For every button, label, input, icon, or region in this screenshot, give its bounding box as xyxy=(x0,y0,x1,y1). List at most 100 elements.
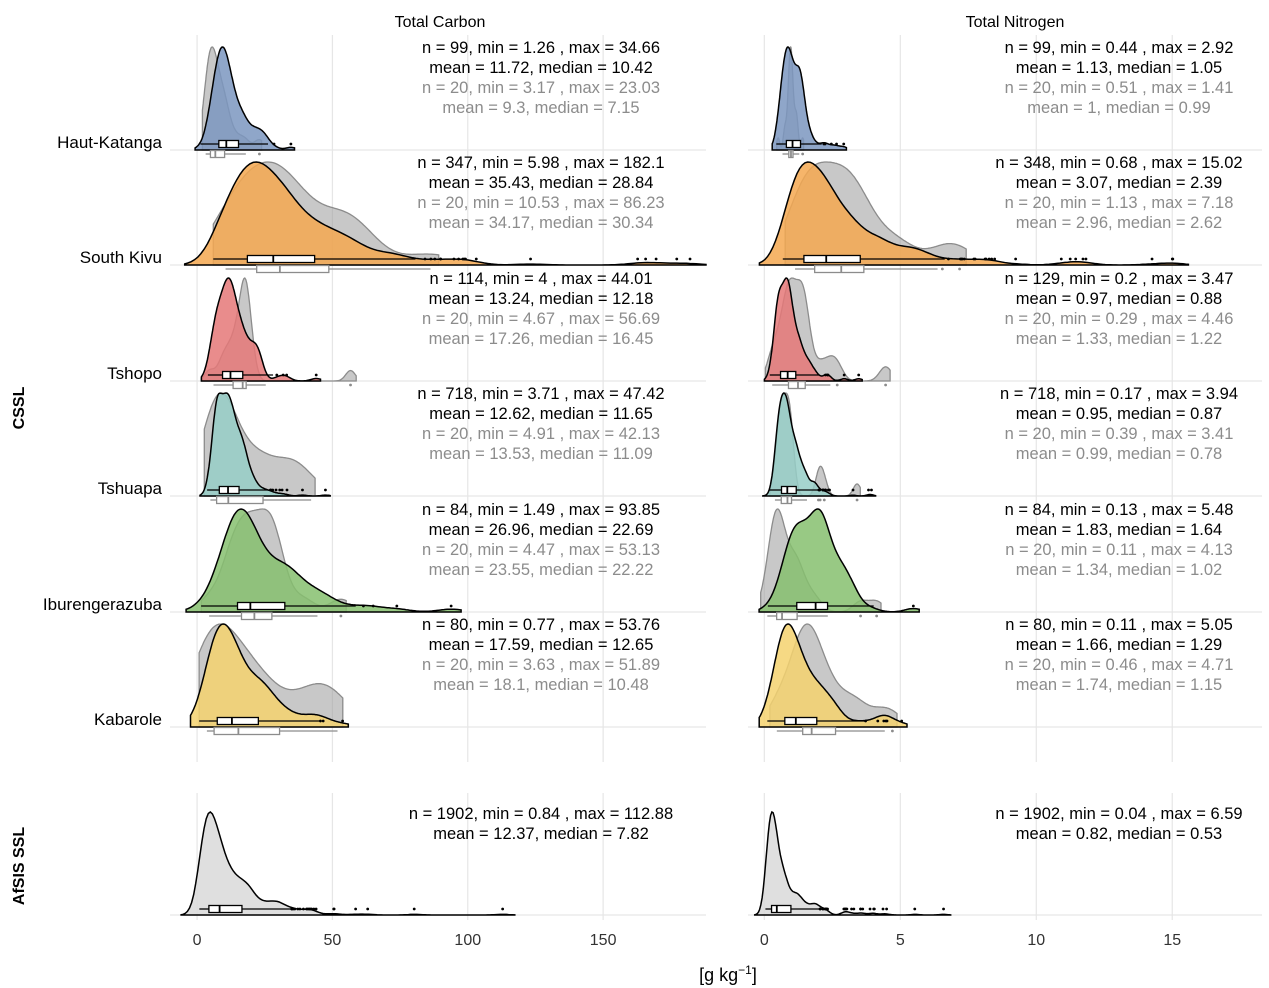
outlier-full-tshopo-nitrogen-3 xyxy=(842,373,846,377)
strip-label-cssl: CSSL xyxy=(11,386,28,429)
stats-subset-kabarole-carbon-1: mean = 18.1, median = 10.48 xyxy=(433,676,649,694)
outlier-full-afsis-carbon-17 xyxy=(354,907,358,911)
stats-full-tshopo-carbon-0: n = 114, min = 4 , max = 44.01 xyxy=(429,270,652,288)
outlier-full-south-kivu-carbon-16 xyxy=(688,257,692,261)
outlier-full-south-kivu-carbon-10 xyxy=(474,257,478,261)
stats-full-iburengerazuba-nitrogen-0: n = 84, min = 0.13 , max = 5.48 xyxy=(1005,501,1234,519)
outlier-full-afsis-nitrogen-25 xyxy=(913,907,917,911)
density-full-iburengerazuba-carbon xyxy=(185,508,462,613)
box-subset-tshopo-nitrogen xyxy=(787,380,806,390)
stats-subset-tshuapa-nitrogen-1: mean = 0.99, median = 0.78 xyxy=(1016,445,1222,463)
density-full-afsis-nitrogen xyxy=(753,810,952,916)
stats-full-kabarole-nitrogen-0: n = 80, min = 0.11 , max = 5.05 xyxy=(1005,616,1233,634)
outlier-subset-iburengerazuba-carbon-0 xyxy=(339,614,343,618)
density-full-tshuapa-carbon xyxy=(199,392,331,497)
stats-subset-tshuapa-carbon-1: mean = 13.53, median = 11.09 xyxy=(429,445,653,463)
stats-full-tshopo-nitrogen-1: mean = 0.97, median = 0.88 xyxy=(1016,290,1222,308)
outlier-full-tshopo-carbon-3 xyxy=(314,373,318,377)
outlier-full-kabarole-nitrogen-0 xyxy=(864,719,867,723)
density-full-tshopo-nitrogen xyxy=(763,277,863,382)
density-full-iburengerazuba-nitrogen xyxy=(758,508,920,613)
x-tick-label-0-1: 50 xyxy=(324,932,342,949)
outlier-full-afsis-nitrogen-14 xyxy=(845,907,849,911)
box-full-afsis-nitrogen xyxy=(770,904,792,914)
box-full-kabarole-nitrogen xyxy=(784,716,818,726)
stats-subset-haut-katanga-nitrogen-1: mean = 1, median = 0.99 xyxy=(1027,99,1210,117)
stats-subset-tshopo-nitrogen-1: mean = 1.33, median = 1.22 xyxy=(1016,330,1222,348)
stats-subset-haut-katanga-carbon-0: n = 20, min = 3.17 , max = 23.03 xyxy=(422,79,660,97)
outlier-full-south-kivu-carbon-5 xyxy=(452,257,456,261)
region-label-tshopo: Tshopo xyxy=(107,364,162,383)
outlier-full-haut-katanga-nitrogen-4 xyxy=(842,142,846,146)
stats-full-afsis-carbon-1: mean = 12.37, median = 7.82 xyxy=(433,825,649,843)
box-full-afsis-carbon xyxy=(208,904,243,914)
outlier-full-south-kivu-nitrogen-16 xyxy=(1081,257,1085,261)
outlier-full-iburengerazuba-carbon-3 xyxy=(449,604,453,608)
outlier-full-afsis-carbon-18 xyxy=(366,907,370,911)
box-full-tshuapa-carbon xyxy=(218,485,240,495)
outlier-full-iburengerazuba-carbon-2 xyxy=(395,604,399,608)
label-layer: Total Carbon Total Nitrogen CSSL AfSIS S… xyxy=(11,14,1064,985)
strip-label-afsis: AfSIS SSL xyxy=(11,827,28,905)
outlier-subset-tshopo-carbon-0 xyxy=(349,383,352,387)
stats-full-south-kivu-nitrogen-1: mean = 3.07, median = 2.39 xyxy=(1016,174,1222,192)
box-full-iburengerazuba-nitrogen xyxy=(796,601,829,611)
outlier-full-south-kivu-nitrogen-17 xyxy=(1084,257,1088,261)
outlier-full-south-kivu-nitrogen-4 xyxy=(962,257,966,261)
outlier-full-south-kivu-nitrogen-20 xyxy=(1171,257,1175,261)
stats-full-afsis-nitrogen-1: mean = 0.82, median = 0.53 xyxy=(1016,825,1222,843)
density-full-afsis-carbon xyxy=(180,811,516,916)
box-subset-kabarole-carbon xyxy=(213,726,281,736)
stats-full-haut-katanga-carbon-1: mean = 11.72, median = 10.42 xyxy=(429,59,653,77)
outlier-full-iburengerazuba-nitrogen-0 xyxy=(911,604,915,608)
density-full-kabarole-carbon xyxy=(189,623,350,728)
outlier-full-afsis-nitrogen-16 xyxy=(852,907,856,911)
outlier-full-afsis-carbon-13 xyxy=(312,907,316,911)
outlier-full-south-kivu-carbon-11 xyxy=(529,257,532,261)
outlier-full-afsis-carbon-12 xyxy=(310,907,313,911)
outlier-full-tshuapa-nitrogen-2 xyxy=(818,488,822,492)
outlier-full-south-kivu-carbon-2 xyxy=(433,257,437,261)
box-subset-tshopo-carbon xyxy=(232,380,247,390)
outlier-subset-iburengerazuba-nitrogen-1 xyxy=(875,614,879,618)
region-label-kabarole: Kabarole xyxy=(94,710,162,729)
outlier-full-south-kivu-nitrogen-13 xyxy=(1059,257,1063,261)
stats-full-iburengerazuba-carbon-0: n = 84, min = 1.49 , max = 93.85 xyxy=(422,501,660,519)
region-label-haut-katanga: Haut-Katanga xyxy=(57,133,162,152)
outlier-subset-tshopo-nitrogen-1 xyxy=(884,383,888,387)
stats-full-iburengerazuba-nitrogen-1: mean = 1.83, median = 1.64 xyxy=(1016,521,1222,539)
outlier-full-afsis-nitrogen-19 xyxy=(861,907,865,911)
panel-total-nitrogen: n = 99, min = 0.44 , max = 2.92 mean = 1.… xyxy=(753,39,1243,916)
box-subset-south-kivu-nitrogen xyxy=(814,264,865,274)
outlier-full-south-kivu-nitrogen-9 xyxy=(987,257,991,261)
outlier-full-south-kivu-carbon-12 xyxy=(636,257,640,261)
outlier-full-south-kivu-nitrogen-0 xyxy=(947,257,950,261)
stats-full-haut-katanga-nitrogen-1: mean = 1.13, median = 1.05 xyxy=(1016,59,1222,77)
outlier-full-kabarole-carbon-2 xyxy=(341,719,345,723)
density-full-tshuapa-nitrogen xyxy=(762,392,877,497)
outlier-full-south-kivu-nitrogen-11 xyxy=(993,257,997,261)
panel-title-carbon: Total Carbon xyxy=(395,14,486,31)
outlier-full-kabarole-carbon-0 xyxy=(319,719,322,723)
stats-full-tshopo-nitrogen-0: n = 129, min = 0.2 , max = 3.47 xyxy=(1005,270,1234,288)
outlier-full-south-kivu-carbon-14 xyxy=(654,257,658,261)
outlier-subset-tshuapa-nitrogen-1 xyxy=(818,498,822,502)
x-tick-label-0-2: 100 xyxy=(454,932,481,949)
outlier-full-kabarole-nitrogen-5 xyxy=(900,719,904,723)
outlier-full-afsis-nitrogen-20 xyxy=(868,907,872,911)
stats-subset-south-kivu-carbon-1: mean = 34.17, median = 30.34 xyxy=(429,214,654,232)
stats-full-iburengerazuba-carbon-1: mean = 26.96, median = 22.69 xyxy=(429,521,654,539)
stats-subset-tshopo-nitrogen-0: n = 20, min = 0.29 , max = 4.46 xyxy=(1005,310,1234,328)
x-tick-label-1-1: 5 xyxy=(896,932,905,949)
outlier-subset-haut-katanga-carbon-0 xyxy=(258,152,261,156)
outlier-full-south-kivu-nitrogen-3 xyxy=(960,257,964,261)
outlier-full-afsis-carbon-20 xyxy=(501,907,505,911)
box-full-tshopo-carbon xyxy=(221,370,244,380)
x-axis-title-sup: −1 xyxy=(738,963,752,977)
outlier-full-south-kivu-nitrogen-10 xyxy=(990,257,994,261)
outlier-full-kabarole-nitrogen-2 xyxy=(882,719,886,723)
outlier-full-afsis-carbon-6 xyxy=(302,907,305,911)
stats-subset-south-kivu-nitrogen-1: mean = 2.96, median = 2.62 xyxy=(1016,214,1222,232)
outlier-full-tshuapa-carbon-5 xyxy=(280,488,284,492)
